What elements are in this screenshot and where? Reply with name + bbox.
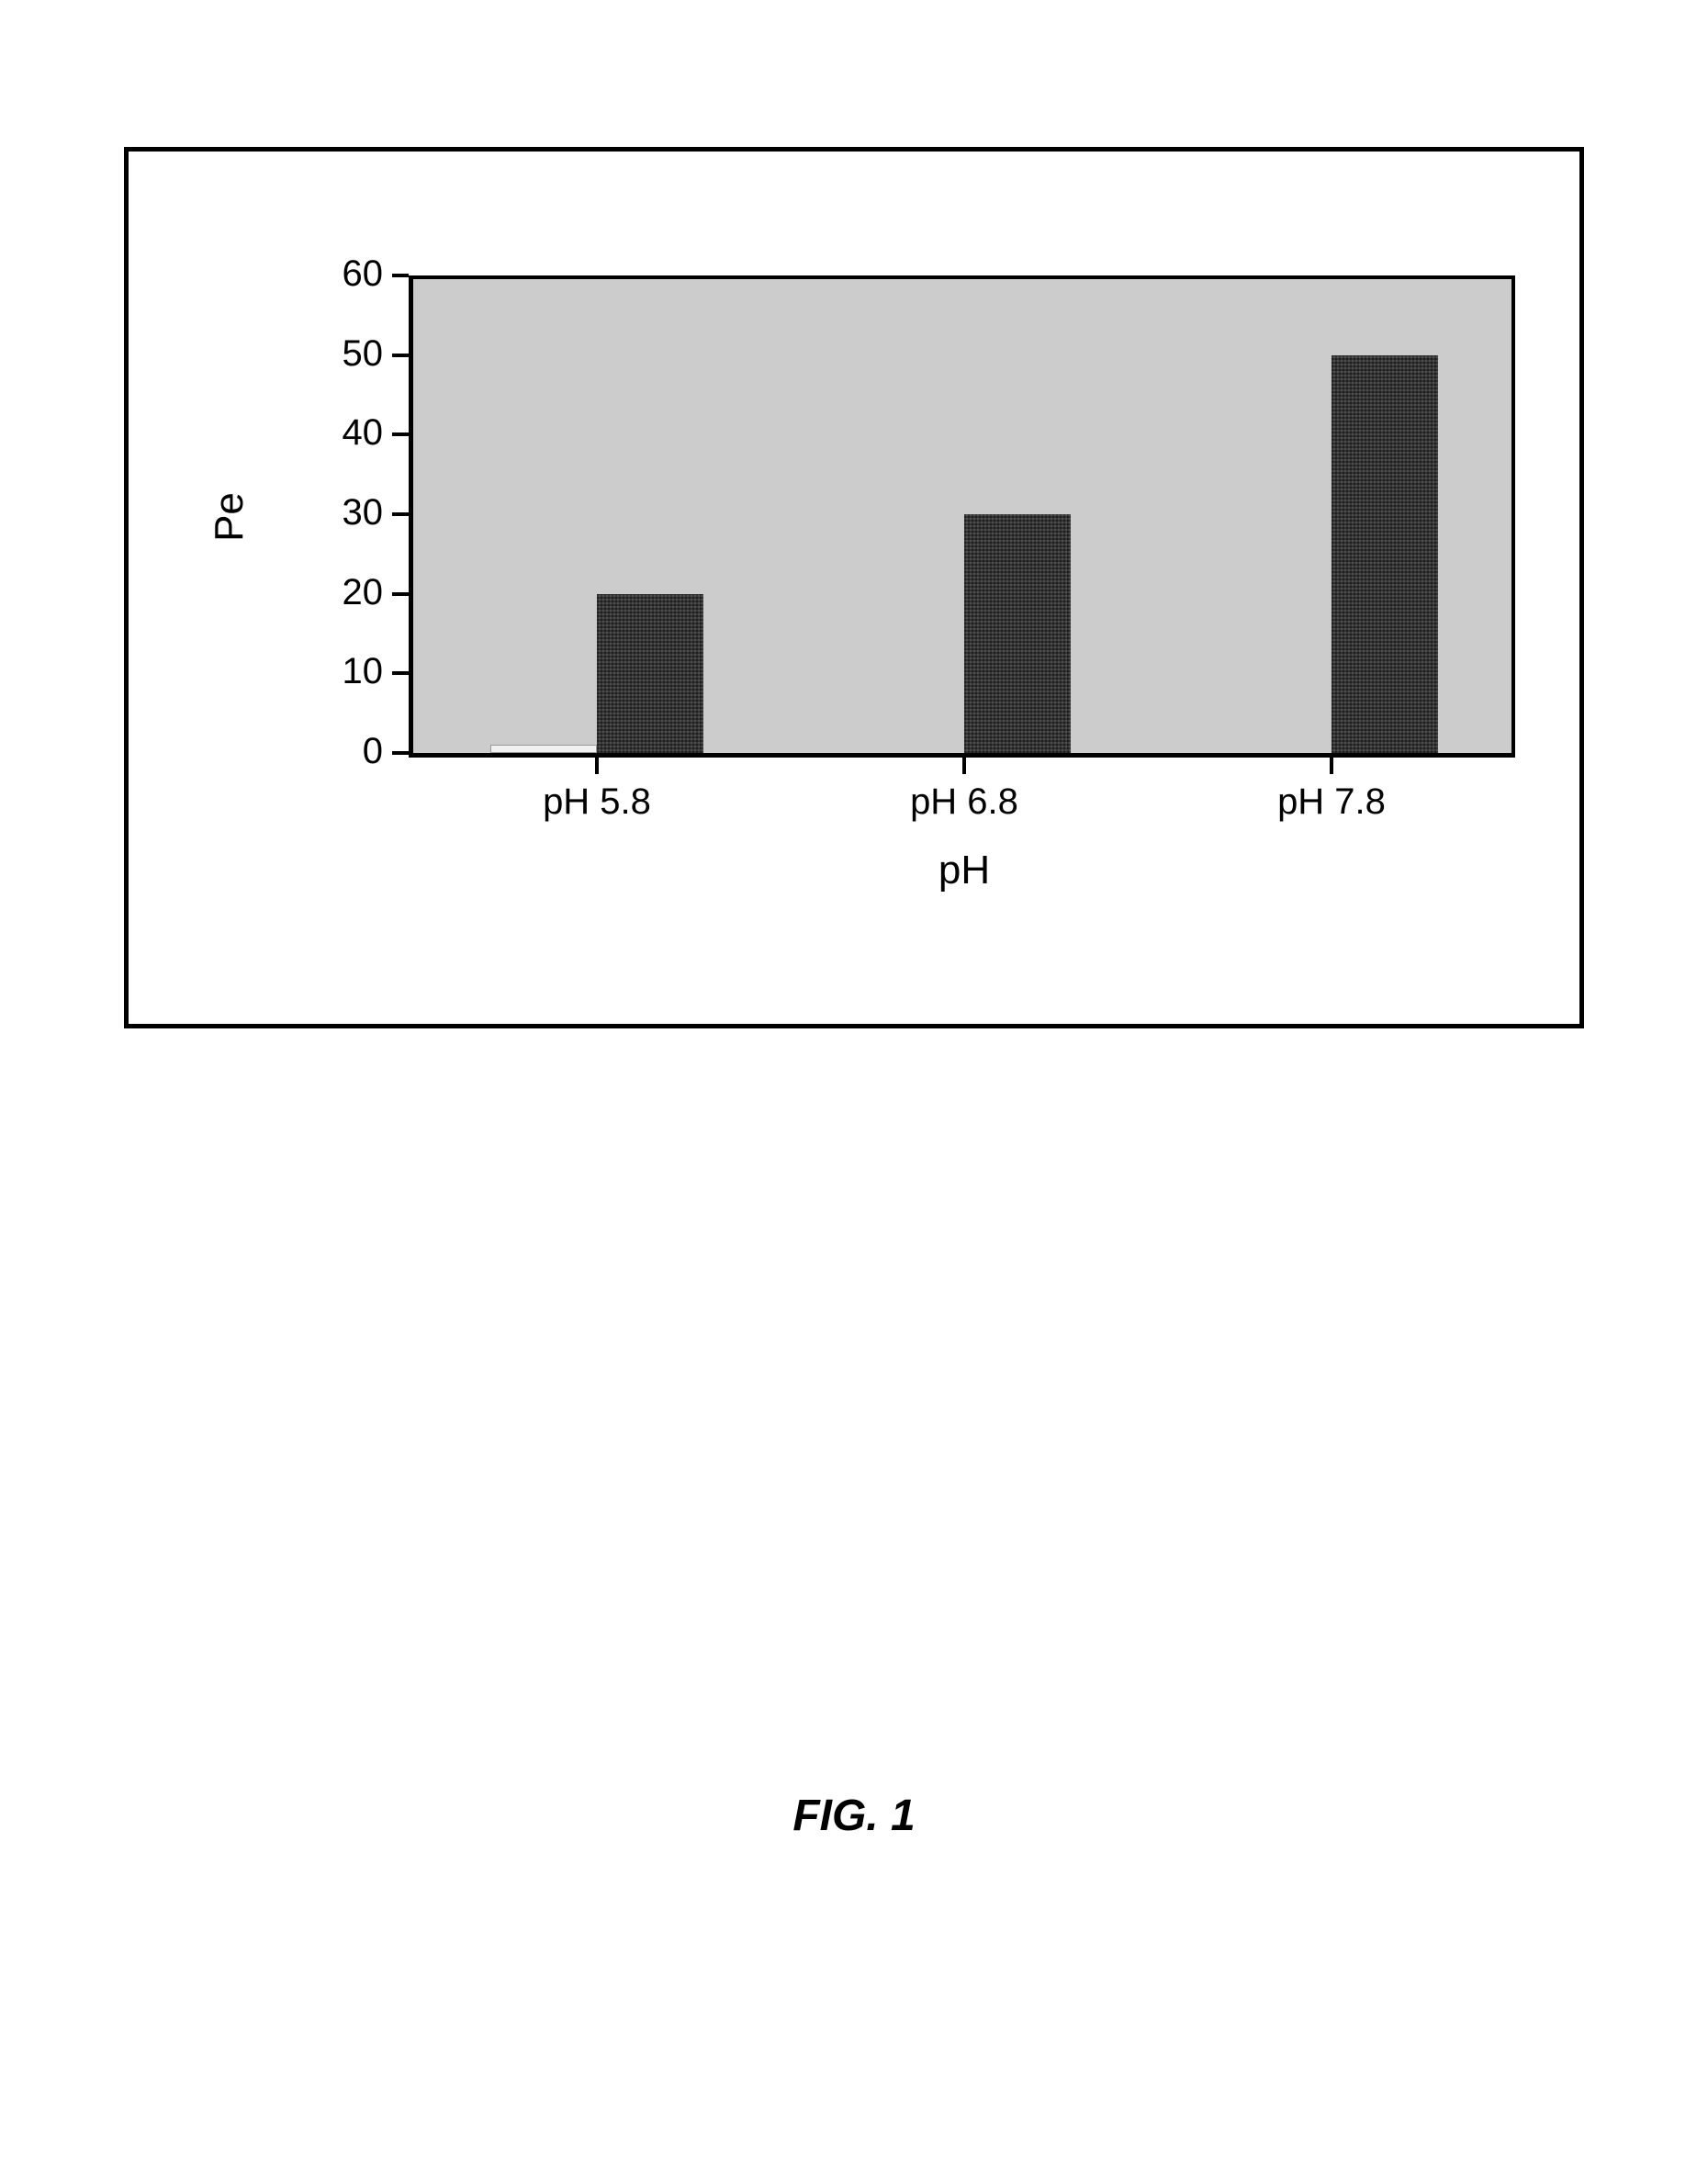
y-tick-label: 30: [300, 492, 383, 534]
y-tick: [392, 354, 409, 357]
x-tick: [1330, 758, 1333, 774]
bar-series-b: [964, 514, 1071, 753]
y-tick: [392, 274, 409, 277]
y-tick: [392, 432, 409, 436]
y-tick-label: 20: [300, 572, 383, 613]
y-tick-label: 60: [300, 253, 383, 295]
y-tick: [392, 751, 409, 755]
x-tick: [595, 758, 599, 774]
x-category-label: pH 6.8: [863, 781, 1065, 823]
page: 0 10 20 30 40 50 60 Pe pH 5.8 pH 6.8 pH 7.8 pH FIG.…: [0, 0, 1708, 2168]
y-tick-label: 50: [300, 333, 383, 375]
x-axis-title: pH: [826, 848, 1102, 893]
x-tick: [962, 758, 966, 774]
bar-series-b: [597, 594, 703, 753]
y-tick: [392, 592, 409, 596]
figure-caption: FIG. 1: [670, 1791, 1038, 1841]
x-category-label: pH 7.8: [1230, 781, 1433, 823]
y-axis-line: [409, 275, 413, 753]
y-axis-title: Pe: [207, 425, 253, 609]
y-tick-label: 40: [300, 412, 383, 454]
bar-series-a: [490, 745, 597, 753]
y-tick-label: 0: [300, 731, 383, 772]
bar-series-b: [1332, 355, 1438, 753]
y-tick-label: 10: [300, 651, 383, 692]
y-tick: [392, 671, 409, 675]
x-category-label: pH 5.8: [496, 781, 698, 823]
y-tick: [392, 512, 409, 516]
